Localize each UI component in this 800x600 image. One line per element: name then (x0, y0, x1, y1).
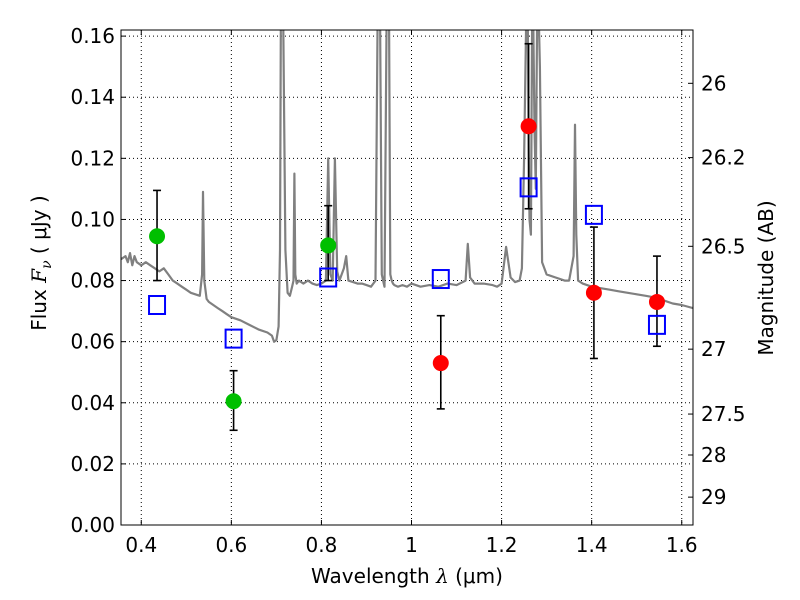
y-tick-label: 0.10 (70, 207, 115, 231)
y2-axis-title: Magnitude (AB) (754, 200, 778, 355)
data-point (320, 237, 337, 254)
plot-frame (120, 29, 694, 526)
y2-tick-label: 27 (701, 337, 726, 361)
y-tick-label: 0.06 (70, 330, 115, 354)
y2-tick-label: 26 (701, 71, 726, 95)
x-tick-label: 0.6 (215, 533, 247, 557)
model-square (148, 295, 167, 315)
data-point (225, 393, 242, 410)
model-square (647, 314, 666, 335)
y-tick-label: 0.08 (70, 269, 115, 293)
model-square (224, 328, 243, 349)
model-square (519, 177, 538, 198)
model-square (431, 269, 450, 290)
plot-background (121, 30, 693, 525)
x-tick-label: 0.4 (125, 533, 157, 557)
y-axis-title: Flux Fν ( μJy ) (27, 195, 55, 331)
y2-tick-label: 28 (701, 443, 726, 467)
y2-tick-label: 27.5 (701, 402, 746, 426)
y2-tick-label: 29 (701, 485, 726, 509)
y-tick-label: 0.02 (70, 452, 115, 476)
x-tick-label: 1 (405, 533, 418, 557)
y-tick-label: 0.16 (70, 24, 115, 48)
data-point (648, 293, 665, 310)
plot-area (121, 30, 693, 343)
y2-tick-label: 26.2 (701, 146, 746, 170)
data-point (585, 284, 602, 301)
x-tick-label: 1.4 (576, 533, 608, 557)
y2-tick-label: 26.5 (701, 234, 746, 258)
grid (121, 30, 693, 525)
axis-ticks: 0.4 0.6 0.8 1 1.2 1.4 1.6 0.00 0.02 0.04 0.06 0.08 0… (70, 24, 745, 557)
x-tick-label: 0.8 (306, 533, 338, 557)
model-square (584, 204, 603, 225)
x-tick-label: 1.6 (666, 533, 698, 557)
x-tick-label: 1.2 (486, 533, 518, 557)
y-tick-label: 0.04 (70, 391, 115, 415)
spectrum-line (121, 30, 693, 343)
x-axis-title: Wavelength λ (μm) (311, 564, 503, 588)
markers (148, 118, 666, 410)
model-square (319, 267, 338, 288)
data-point (432, 355, 449, 372)
y-tick-label: 0.14 (70, 85, 115, 109)
data-point (520, 118, 537, 135)
data-point (149, 228, 166, 245)
y-tick-label: 0.12 (70, 146, 115, 170)
y-tick-label: 0.00 (70, 513, 115, 537)
